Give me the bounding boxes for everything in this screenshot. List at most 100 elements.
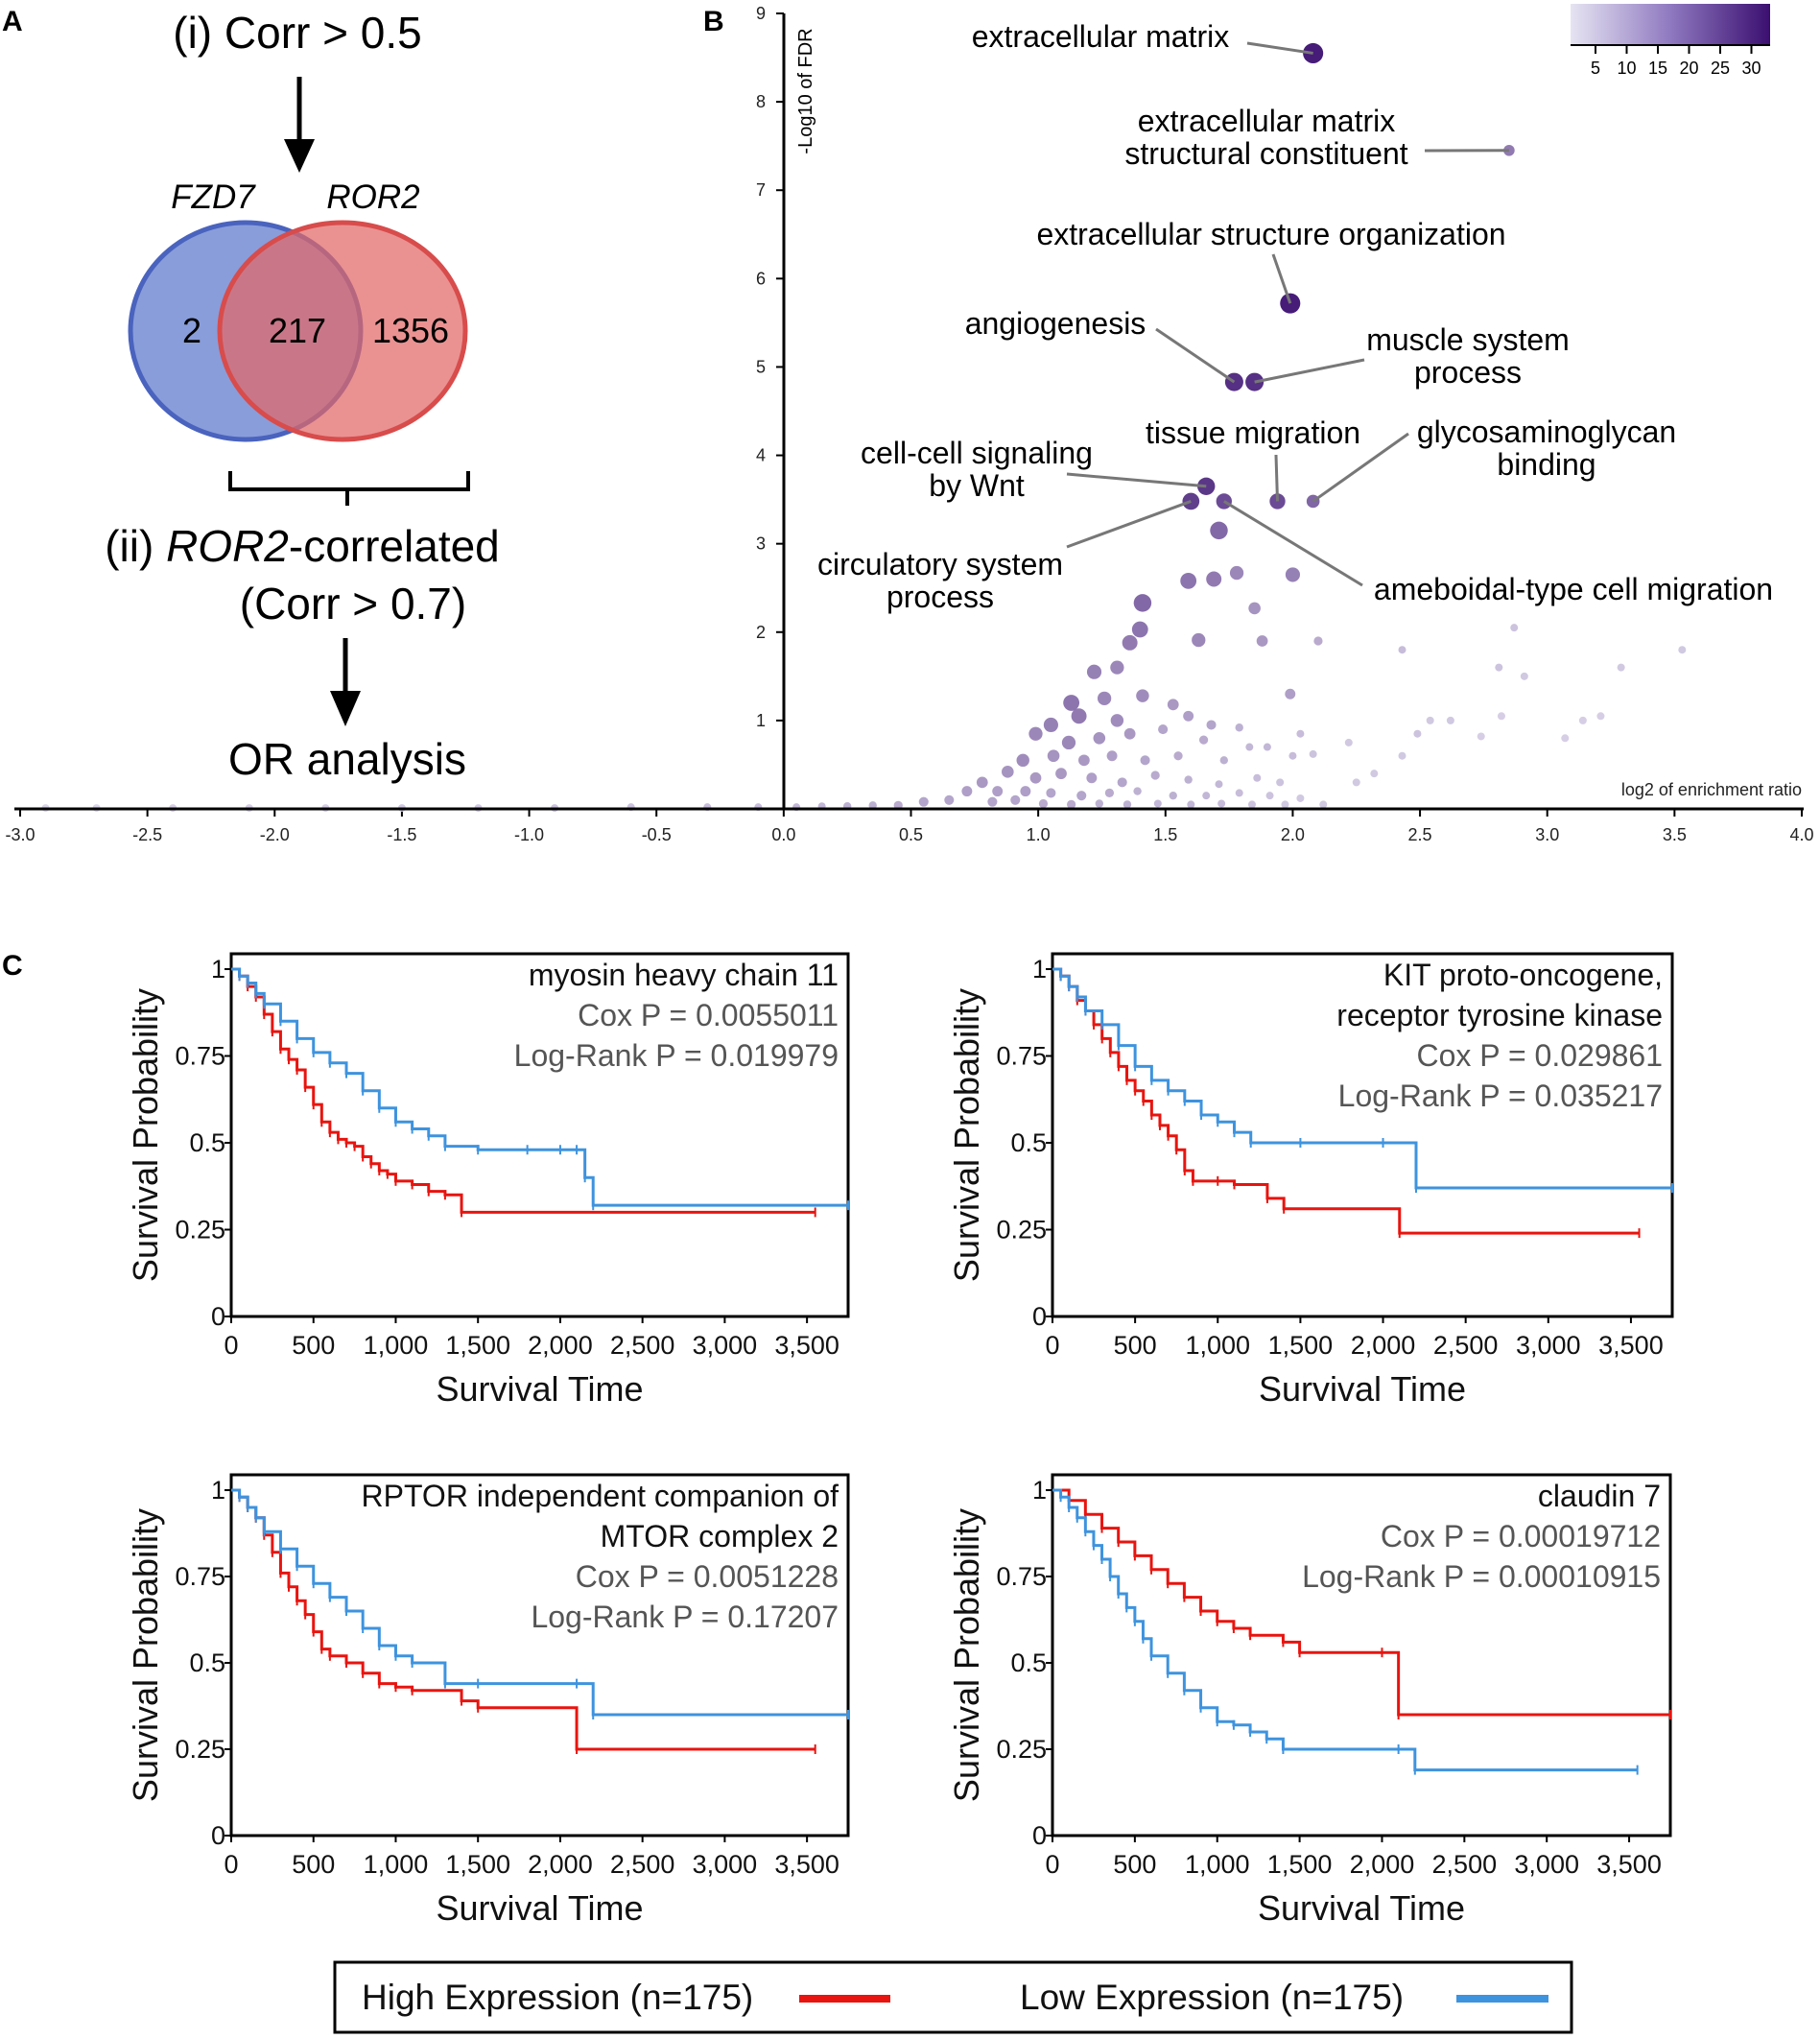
enrichment-point [1055,768,1067,780]
enrichment-point [1173,751,1183,761]
y-tick-label: 0.5 [1010,1128,1047,1157]
enrichment-point [1256,635,1268,647]
enrichment-point [976,776,988,789]
y-tick-label: 1 [1032,955,1047,984]
leader-line [1155,327,1236,384]
log-rank-p-value: Log-Rank P = 0.00010915 [1302,1559,1661,1594]
enrichment-point [1123,800,1132,809]
y-tick-label: 2 [756,623,766,642]
x-tick-label: 2,000 [1351,1331,1416,1360]
enrichment-point [1133,594,1152,612]
enrichment-point [1078,754,1090,767]
enrichment-point [1153,799,1162,808]
enrichment-point [1198,735,1209,745]
enrichment-point [1309,749,1317,758]
y-axis-title: Survival Probability [126,988,165,1282]
enrichment-point [1617,663,1625,672]
enrichment-point [1117,777,1127,788]
km-curve [231,1488,848,1717]
gene-name: RPTOR independent companion of [362,1479,839,1513]
x-axis-title: Survival Time [436,1888,643,1928]
enrichment-point [1158,724,1169,735]
enrichment-point [1248,602,1261,615]
y-tick-label: 8 [756,92,766,111]
enrichment-point [1167,699,1179,711]
enrichment-point [1123,727,1136,740]
enrichment-point [1086,664,1102,679]
enrichment-point [992,786,1004,797]
enrichment-point [1169,791,1177,800]
y-tick-label: 3 [756,534,766,554]
y-tick-label: 0.75 [175,1042,225,1071]
legend-box [333,1960,1573,2034]
enrichment-point [1313,636,1323,646]
x-tick-label: 3.0 [1535,825,1559,844]
colorbar-tick-label: 15 [1648,59,1667,78]
bracket [228,471,470,506]
arrow-1-head [284,139,315,173]
gene-name: MTOR complex 2 [601,1519,839,1553]
step3-label: OR analysis [228,734,466,784]
enrichment-point [1010,794,1021,805]
step2-threshold: (Corr > 0.7) [240,579,466,628]
enrichment-point [1678,646,1687,654]
x-tick-label: -0.5 [642,825,672,844]
log-rank-p-value: Log-Rank P = 0.17207 [531,1600,839,1634]
enrichment-point [1131,621,1148,638]
enrichment-point [1002,766,1014,778]
x-tick-label: 2.0 [1281,825,1305,844]
km-curve [231,967,815,1214]
x-tick-label: 1,000 [364,1850,429,1879]
enrichment-point [1150,771,1160,780]
enrichment-point [1110,714,1124,727]
y-axis-title: Survival Probability [947,1508,986,1802]
term-label: angiogenesis [965,306,1146,341]
x-tick-label: 2,500 [1433,1331,1499,1360]
enrichment-point [1285,567,1300,582]
x-tick-label: 2,000 [528,1850,593,1879]
enrichment-point [1095,799,1104,808]
enrichment-point [1276,778,1285,787]
enrichment-point [1140,755,1150,766]
enrichment-point [1477,732,1485,741]
x-tick-label: 500 [292,1331,335,1360]
x-tick-label: 3,500 [774,1850,839,1879]
enrichment-point [1495,663,1503,672]
panel-a-flowchart: (i) Corr > 0.5 FZD7 ROR2 2 217 1356 (ii)… [105,8,500,784]
enrichment-point [1061,735,1076,750]
km-plot-rictor: 0 500 1,000 1,500 2,000 2,500 3,000 3,500 0 0.25 0… [126,1473,850,1928]
enrichment-point [1578,716,1587,724]
enrichment-point [1352,778,1360,787]
enrichment-point [1183,710,1194,722]
enrichment-point [1046,788,1056,798]
y-tick-label: 0.25 [175,1216,225,1245]
enrichment-point [1043,717,1058,733]
x-tick-label: 3,500 [1596,1850,1662,1879]
y-tick-label: 0 [211,1302,225,1331]
enrichment-point [1446,716,1454,724]
enrichment-point [1285,688,1296,699]
enrichment-point [1122,634,1138,651]
gene-name: myosin heavy chain 11 [529,958,839,992]
gene-name: KIT proto-oncogene, [1383,958,1663,992]
enrichment-point [1106,750,1118,762]
enrichment-point [1398,751,1406,760]
panel-label-c: C [2,950,23,982]
enrichment-point [1180,572,1197,589]
x-tick-label: -2.0 [260,825,290,844]
colorbar-tick-label: 5 [1591,59,1600,78]
enrichment-point [1047,749,1060,763]
x-tick-label: 1.5 [1153,825,1177,844]
colorbar [1571,4,1770,45]
arrow-2-head [330,691,361,726]
enrichment-point [1206,720,1217,730]
leader-line [1223,500,1363,587]
y-tick-label: 1 [211,955,225,984]
enrichment-point-labeled [1216,493,1232,510]
km-frame [1051,1473,1672,1837]
x-tick-label: 3.5 [1663,825,1687,844]
gene-name: claudin 7 [1538,1479,1661,1513]
enrichment-point [1296,729,1305,738]
enrichment-point [1016,753,1029,768]
